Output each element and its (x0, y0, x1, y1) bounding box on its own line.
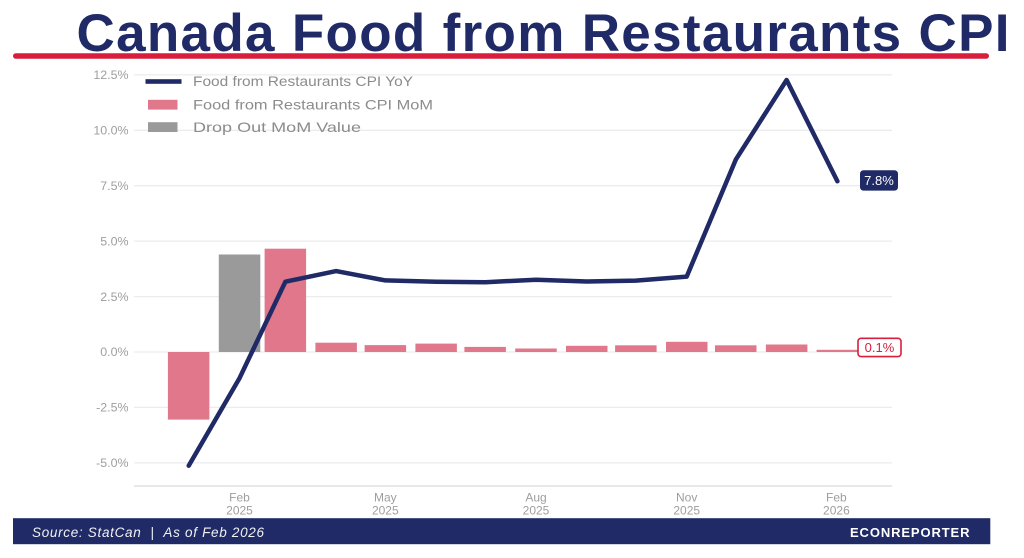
svg-text:Canada Food from Restaurants C: Canada Food from Restaurants CPI (77, 4, 1010, 63)
svg-text:7.5%: 7.5% (100, 179, 128, 193)
svg-text:Food from Restaurants CPI YoY: Food from Restaurants CPI YoY (193, 73, 414, 89)
svg-text:Food from Restaurants CPI MoM: Food from Restaurants CPI MoM (193, 97, 433, 113)
svg-text:2025: 2025 (523, 504, 550, 518)
svg-text:Source: StatCan | As of Feb: Source: StatCan | As of Feb 2026 (32, 525, 264, 540)
svg-text:Nov: Nov (676, 491, 697, 505)
svg-text:0.1%: 0.1% (865, 340, 895, 355)
svg-text:2025: 2025 (372, 504, 399, 518)
svg-text:5.0%: 5.0% (100, 234, 128, 248)
svg-text:2025: 2025 (673, 504, 700, 518)
svg-text:-2.5%: -2.5% (96, 401, 128, 415)
svg-text:Drop Out MoM Value: Drop Out MoM Value (193, 119, 361, 135)
svg-text:2.5%: 2.5% (100, 290, 128, 304)
svg-text:10.0%: 10.0% (93, 124, 128, 138)
svg-text:7.8%: 7.8% (864, 173, 894, 188)
svg-text:Feb: Feb (229, 491, 250, 505)
svg-text:Feb: Feb (826, 491, 847, 505)
svg-text:-5.0%: -5.0% (96, 456, 128, 470)
svg-text:0.0%: 0.0% (100, 345, 128, 359)
svg-text:ECONREPORTER: ECONREPORTER (850, 525, 970, 540)
svg-text:Aug: Aug (525, 491, 546, 505)
svg-text:2026: 2026 (823, 504, 850, 518)
svg-text:2025: 2025 (226, 504, 253, 518)
svg-text:12.5%: 12.5% (93, 68, 128, 82)
svg-text:May: May (374, 491, 397, 505)
